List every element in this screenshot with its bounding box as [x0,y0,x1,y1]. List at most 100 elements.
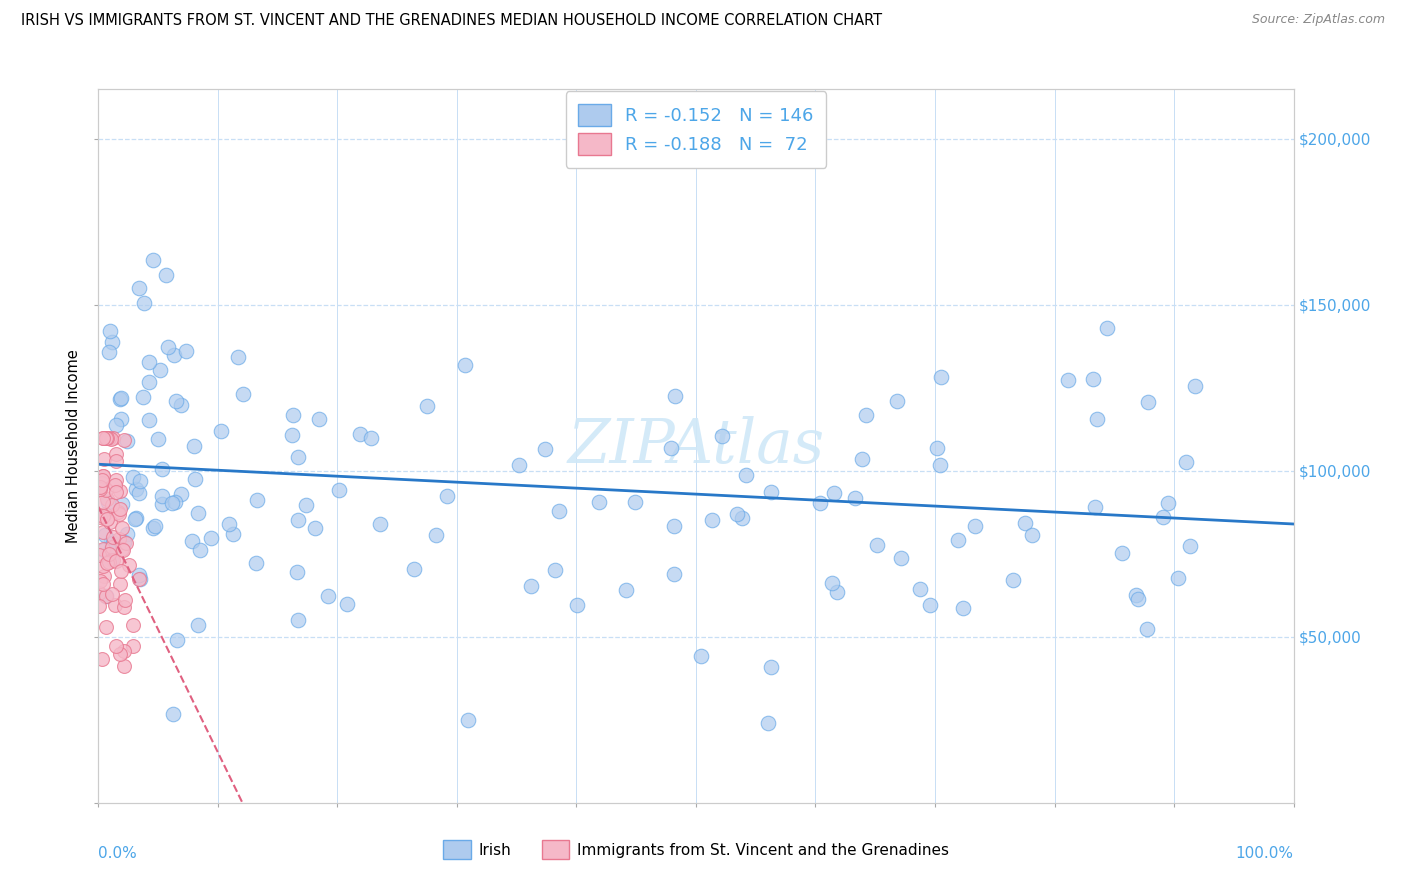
Text: Source: ZipAtlas.com: Source: ZipAtlas.com [1251,13,1385,27]
Point [142,253,165,268]
Point [1001,573,1024,587]
Point [281,408,304,422]
Point [138,412,160,426]
Point [759,484,782,499]
Point [232,386,254,401]
Point [1174,455,1197,469]
Point [287,450,309,464]
Point [890,550,912,565]
Point [222,527,245,541]
Point [1157,496,1180,510]
Point [624,495,647,509]
Point [148,432,170,446]
Point [97,431,120,445]
Point [965,519,987,533]
Point [825,585,848,599]
Point [91,431,114,445]
Point [91,469,114,483]
Point [226,350,249,364]
Point [1128,592,1150,607]
Point [931,369,953,384]
Point [105,417,128,432]
Point [107,532,129,546]
Point [98,547,121,561]
Point [96,589,118,603]
Point [111,521,134,535]
Point [111,541,134,556]
Point [150,497,173,511]
Point [108,392,131,406]
Point [108,576,131,591]
Point [1125,588,1147,602]
Point [93,452,115,467]
Point [104,447,127,461]
Point [588,495,610,509]
Point [287,513,309,527]
Point [89,574,111,588]
Point [89,510,111,524]
Point [436,489,458,503]
Point [108,502,131,516]
Point [112,643,135,657]
Point [1081,371,1104,385]
Point [1056,373,1078,387]
Point [929,458,952,472]
Point [112,543,135,558]
Point [1137,394,1160,409]
Point [1111,546,1133,560]
Point [128,281,150,295]
Point [108,647,131,661]
Point [150,489,173,503]
Point [821,576,844,591]
Point [183,472,205,486]
Point [91,469,114,483]
Point [94,431,117,445]
Point [952,600,974,615]
Point [565,599,588,613]
Point [94,508,117,522]
Point [104,554,127,568]
Point [96,491,118,506]
Point [1184,378,1206,392]
Point [141,521,163,535]
Point [128,568,150,582]
Point [188,543,211,558]
Point [851,452,873,467]
Point [98,345,121,359]
Point [91,476,114,491]
Point [128,486,150,500]
Point [110,392,132,406]
Point [114,593,136,607]
Point [1167,571,1189,585]
Text: ZIPAtlas: ZIPAtlas [568,416,824,476]
Point [866,538,889,552]
Point [105,473,128,487]
Point [104,639,127,653]
Point [316,589,339,603]
Point [731,511,754,525]
Point [112,659,135,673]
Text: IRISH VS IMMIGRANTS FROM ST. VINCENT AND THE GRENADINES MEDIAN HOUSEHOLD INCOME : IRISH VS IMMIGRANTS FROM ST. VINCENT AND… [21,13,882,29]
Point [149,363,172,377]
Point [946,533,969,547]
Point [659,441,682,455]
Point [218,517,240,532]
Point [180,534,202,549]
Point [104,599,127,613]
Point [156,340,179,354]
Point [908,582,931,596]
Point [94,528,117,542]
Point [98,555,121,569]
Point [98,544,121,558]
Point [101,498,124,512]
Point [360,431,382,445]
Point [100,432,122,446]
Point [170,486,193,500]
Point [844,491,866,505]
Point [93,543,115,558]
Point [101,540,124,554]
Point [91,577,114,591]
Point [368,517,391,532]
Point [122,639,145,653]
Point [98,515,121,529]
